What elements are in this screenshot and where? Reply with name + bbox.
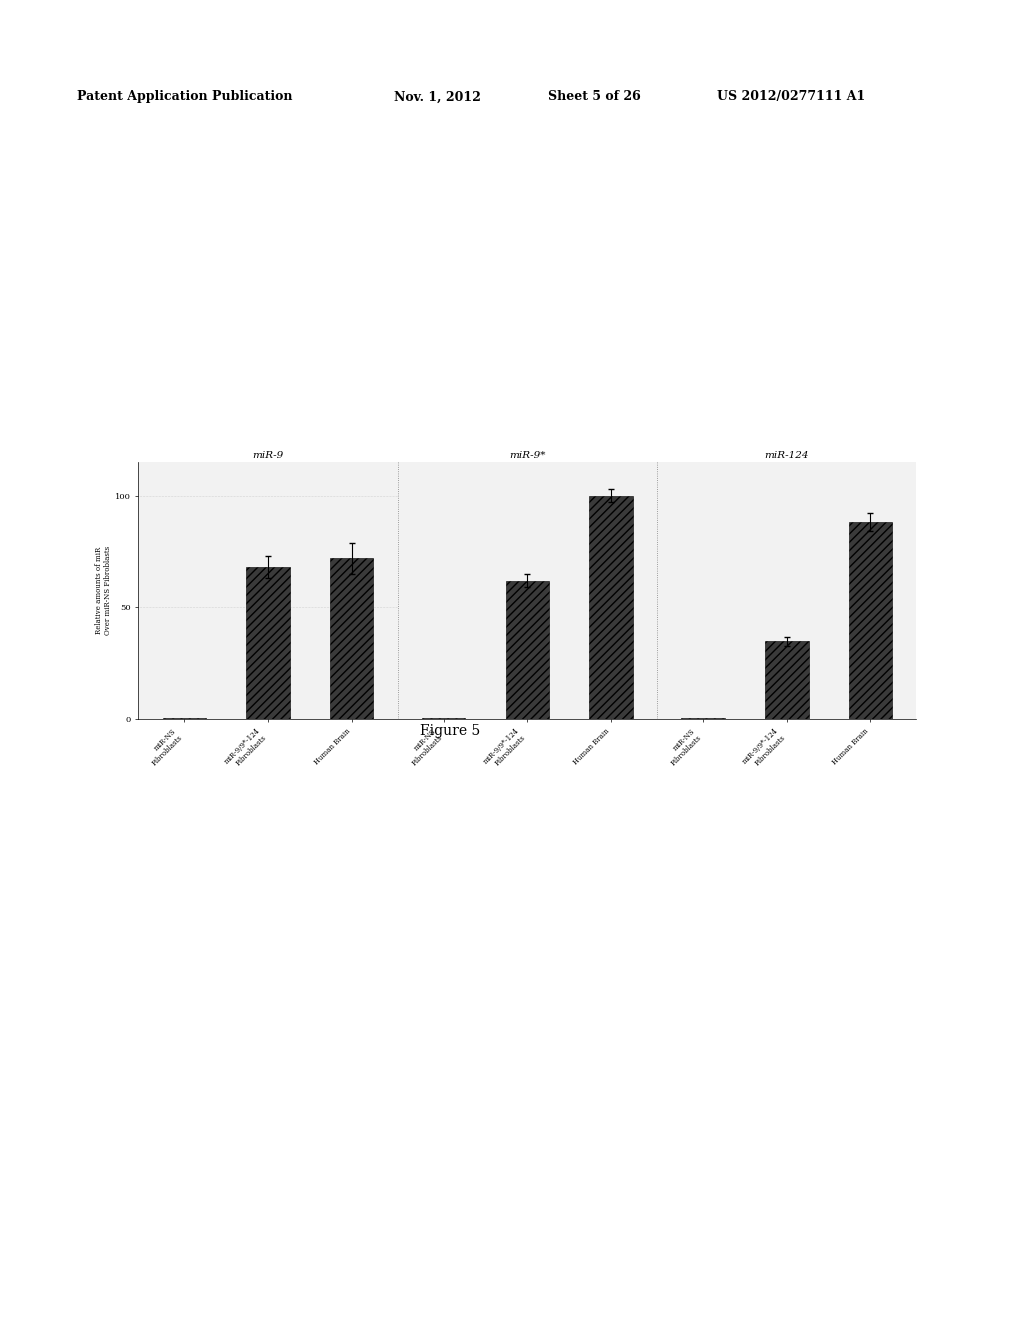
- Title: miR-124: miR-124: [765, 451, 809, 459]
- Bar: [589, 495, 633, 719]
- Text: Figure 5: Figure 5: [421, 725, 480, 738]
- Title: miR-9: miR-9: [252, 451, 284, 459]
- Bar: [765, 642, 809, 719]
- Text: Patent Application Publication: Patent Application Publication: [77, 90, 292, 103]
- Text: Nov. 1, 2012: Nov. 1, 2012: [394, 90, 481, 103]
- Bar: [506, 581, 549, 719]
- Bar: [246, 568, 290, 719]
- Text: Sheet 5 of 26: Sheet 5 of 26: [548, 90, 641, 103]
- Title: miR-9*: miR-9*: [509, 451, 546, 459]
- Bar: [330, 558, 374, 719]
- Bar: [849, 523, 892, 719]
- Text: US 2012/0277111 A1: US 2012/0277111 A1: [717, 90, 865, 103]
- Y-axis label: Relative amounts of miR
Over miR-NS Fibroblasts: Relative amounts of miR Over miR-NS Fibr…: [95, 546, 112, 635]
